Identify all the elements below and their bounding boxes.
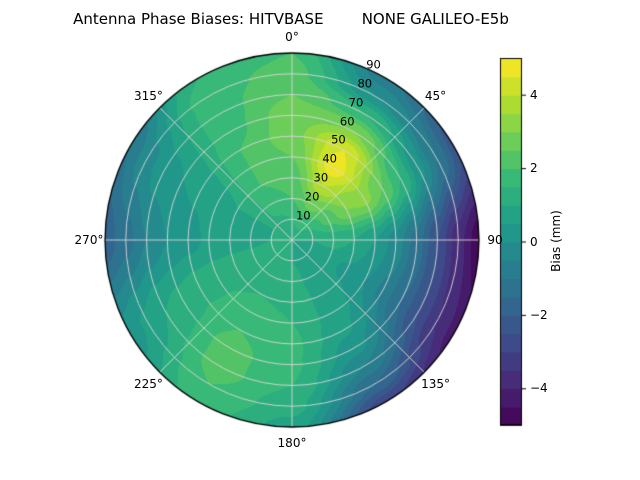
azimuth-label-135: 135° bbox=[421, 376, 450, 391]
colorbar-tick-label: −2 bbox=[530, 307, 548, 322]
radial-tick-label-70: 70 bbox=[348, 94, 364, 109]
colorbar-tick-label: −4 bbox=[530, 381, 548, 396]
azimuth-label-90: 90 bbox=[487, 233, 503, 247]
figure-title: Antenna Phase Biases: HITVBASE NONE GALI… bbox=[73, 10, 509, 28]
colorbar-tick-label: 2 bbox=[530, 161, 538, 176]
azimuth-label-270: 270° bbox=[74, 233, 104, 247]
radial-tick-label-60: 60 bbox=[339, 113, 355, 128]
azimuth-label-0: 0° bbox=[285, 30, 299, 44]
colorbar-tick-label: 0 bbox=[530, 234, 538, 249]
azimuth-label-315: 315° bbox=[134, 89, 163, 104]
azimuth-label-180: 180° bbox=[277, 436, 307, 450]
radial-tick-label-50: 50 bbox=[331, 132, 346, 147]
azimuth-label-45: 45° bbox=[424, 89, 447, 104]
radial-tick-label-10: 10 bbox=[295, 207, 311, 222]
azimuth-label-225: 225° bbox=[134, 376, 163, 391]
radial-tick-label-90: 90 bbox=[366, 57, 381, 72]
radial-tick-label-20: 20 bbox=[304, 189, 320, 204]
radial-tick-label-80: 80 bbox=[357, 76, 373, 91]
colorbar-tick-label: 4 bbox=[530, 87, 538, 102]
radial-tick-label-30: 30 bbox=[313, 170, 329, 185]
colorbar-axis-label: Bias (mm) bbox=[549, 210, 563, 272]
radial-tick-label-40: 40 bbox=[322, 151, 337, 166]
